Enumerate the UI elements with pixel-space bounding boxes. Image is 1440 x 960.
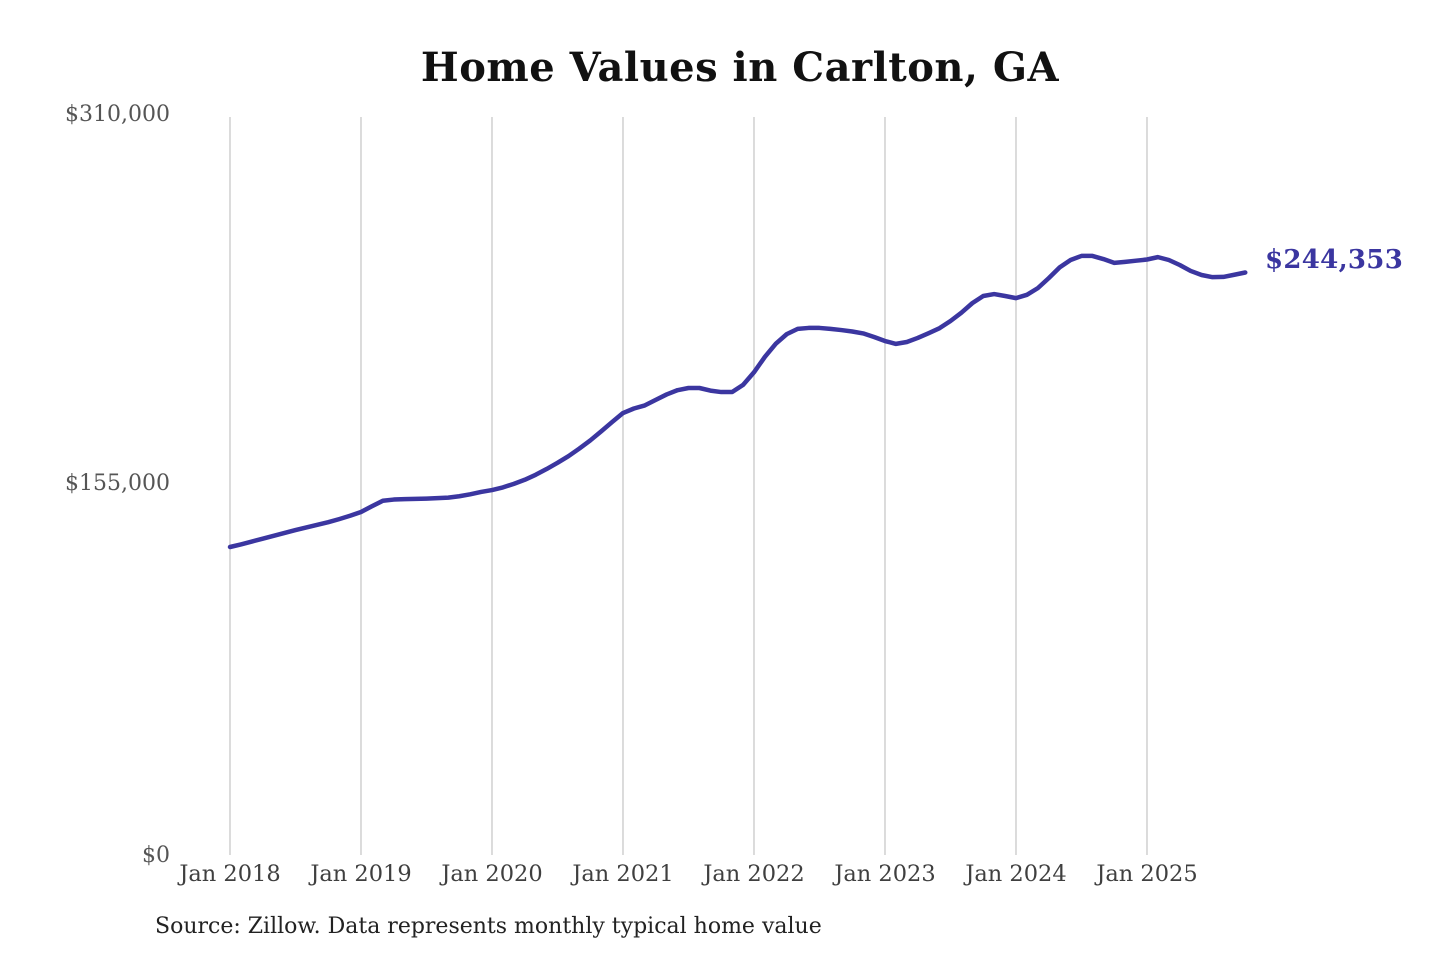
x-axis-tick-jan-2019: Jan 2019 [310, 861, 412, 887]
y-axis-tick-155000: $155,000 [65, 471, 170, 496]
x-axis-tick-jan-2023: Jan 2023 [834, 861, 936, 887]
x-axis-tick-jan-2018: Jan 2018 [179, 861, 281, 887]
source-note: Source: Zillow. Data represents monthly … [155, 914, 822, 939]
home-value-line [227, 253, 1248, 550]
x-axis-tick-jan-2020: Jan 2020 [441, 861, 543, 887]
x-axis-tick-jan-2022: Jan 2022 [703, 861, 805, 887]
x-axis-tick-jan-2024: Jan 2024 [965, 861, 1067, 887]
chart-title: Home Values in Carlton, GA [420, 44, 1060, 91]
y-axis-tick-310000: $310,000 [65, 102, 170, 127]
y-axis-tick-0: $0 [142, 843, 170, 868]
final-value-label: $244,353 [1265, 245, 1404, 275]
x-axis-tick-jan-2025: Jan 2025 [1096, 861, 1198, 887]
x-axis-tick-jan-2021: Jan 2021 [572, 861, 674, 887]
